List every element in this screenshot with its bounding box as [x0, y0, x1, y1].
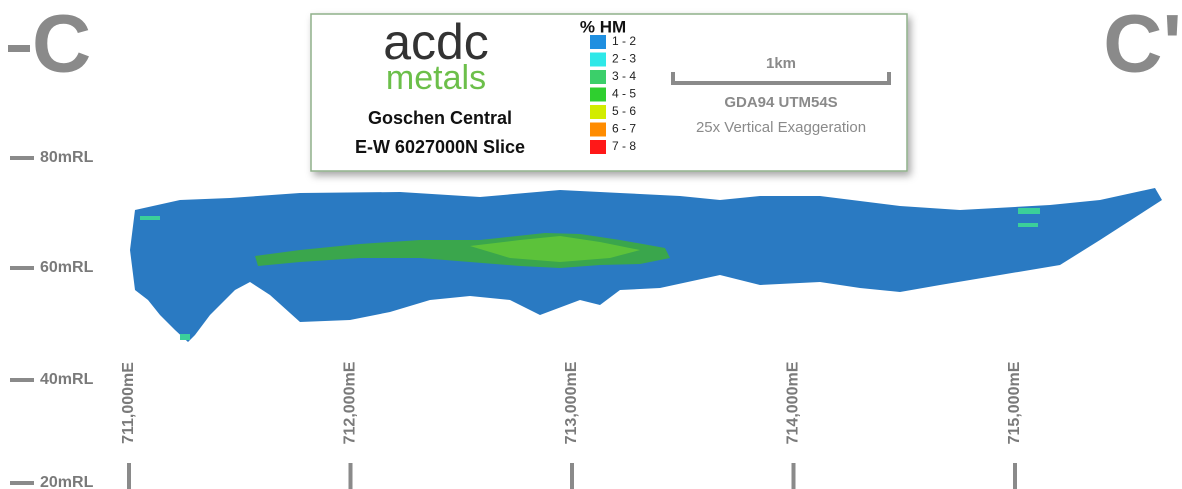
section-end: C': [1103, 0, 1182, 90]
legend-box: [310, 13, 908, 172]
legend-swatch: [590, 35, 606, 49]
legend-label: 3 - 4: [612, 69, 636, 83]
easting-label: 714,000mE: [785, 361, 802, 444]
elevation-tick: [10, 266, 34, 270]
elevation-label: 40mRL: [40, 371, 94, 388]
section-start: C: [32, 0, 91, 90]
easting-label: 712,000mE: [342, 361, 359, 444]
legend-label: 2 - 3: [612, 52, 636, 66]
easting-tick: [127, 463, 131, 489]
easting-tick: [570, 463, 574, 489]
hm-patch: [140, 216, 160, 220]
legend-title: % HM: [580, 17, 626, 36]
legend-swatch: [590, 140, 606, 154]
easting-tick: [1013, 463, 1017, 489]
legend-swatch: [590, 122, 606, 137]
legend-label: 7 - 8: [612, 139, 636, 153]
legend-items: 1 - 2 2 - 3 3 - 4 4 - 5 5 - 6 6 - 7 7 - 8: [590, 34, 636, 154]
ore-body: [130, 188, 1162, 342]
elevation-label: 80mRL: [40, 149, 94, 166]
easting-tick: [791, 463, 796, 489]
easting-tick: [348, 463, 353, 489]
legend-label: 1 - 2: [612, 34, 636, 48]
title: Goschen Central: [368, 108, 512, 128]
legend-swatch: [590, 52, 606, 67]
elevation-tick: [10, 481, 34, 485]
elevation-tick: [10, 378, 34, 382]
scale-bar: [671, 72, 891, 85]
logo-bottom: metals: [386, 59, 486, 97]
legend-swatch: [590, 70, 606, 84]
elevation-label: 20mRL: [40, 474, 94, 489]
axes: 80mRL 60mRL 40mRL 20mRL 711,000mE 712,000mE 71…: [10, 149, 1023, 489]
logo-top: acdc: [383, 14, 489, 70]
easting-label: 711,000mE: [120, 362, 137, 444]
legend-label: 5 - 6: [612, 104, 636, 118]
hm-patch: [1018, 223, 1038, 227]
hm-patch: [180, 334, 190, 340]
scale-exaggeration: 25x Vertical Exaggeration: [696, 119, 866, 136]
scale-length: 1km: [766, 55, 796, 72]
scale-datum: GDA94 UTM54S: [724, 94, 837, 111]
hm-patch: [1018, 208, 1040, 214]
easting-label: 713,000mE: [563, 361, 580, 444]
legend-label: 6 - 7: [612, 122, 636, 136]
legend-swatch: [590, 105, 606, 119]
legend-swatch: [590, 87, 606, 102]
legend-label: 4 - 5: [612, 87, 636, 101]
elevation-tick: [10, 156, 34, 160]
easting-label: 715,000mE: [1006, 361, 1023, 444]
elevation-label: 60mRL: [40, 259, 94, 276]
hm-core: [470, 236, 640, 262]
section-dash: [8, 45, 30, 52]
subtitle: E-W 6027000N Slice: [355, 137, 525, 157]
